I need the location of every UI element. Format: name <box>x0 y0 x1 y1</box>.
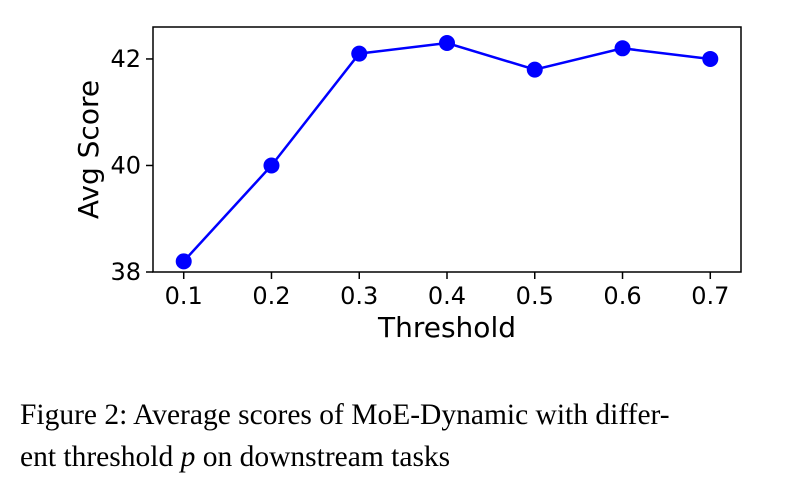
x-tick-label: 0.6 <box>603 282 641 310</box>
data-markers <box>175 34 719 270</box>
caption-math-variable: p <box>180 441 196 473</box>
x-tick-label: 0.7 <box>691 282 729 310</box>
data-point <box>263 157 280 174</box>
data-point <box>526 61 543 78</box>
plot-area <box>152 26 742 273</box>
y-axis-title: Avg Score <box>72 80 105 219</box>
y-axis: 38 40 42 <box>110 45 153 286</box>
line-chart: 38 40 42 0.1 0.2 0.3 0.4 0.5 0.6 0.7 Threshold A… <box>72 26 742 344</box>
data-point <box>175 253 192 270</box>
caption-line-1: Figure 2: Average scores of MoE-Dynamic … <box>20 399 670 431</box>
caption-line-2-end: on downstream tasks <box>195 441 451 473</box>
x-axis-title: Threshold <box>377 311 516 344</box>
x-tick-label: 0.5 <box>516 282 554 310</box>
data-point <box>351 45 368 62</box>
x-tick-label: 0.4 <box>428 282 466 310</box>
x-tick-label: 0.1 <box>165 282 203 310</box>
data-point <box>702 50 719 67</box>
data-point <box>614 40 631 57</box>
figure-caption: Figure 2: Average scores of MoE-Dynamic … <box>20 394 800 478</box>
y-tick-label: 40 <box>110 151 141 179</box>
y-tick-label: 42 <box>110 45 141 73</box>
y-tick-label: 38 <box>110 258 141 286</box>
series-line <box>182 41 711 263</box>
x-tick-label: 0.3 <box>340 282 378 310</box>
x-axis: 0.1 0.2 0.3 0.4 0.5 0.6 0.7 <box>165 272 729 310</box>
x-tick-label: 0.2 <box>252 282 290 310</box>
caption-line-2-start: ent threshold <box>20 441 181 473</box>
data-point <box>439 34 455 51</box>
